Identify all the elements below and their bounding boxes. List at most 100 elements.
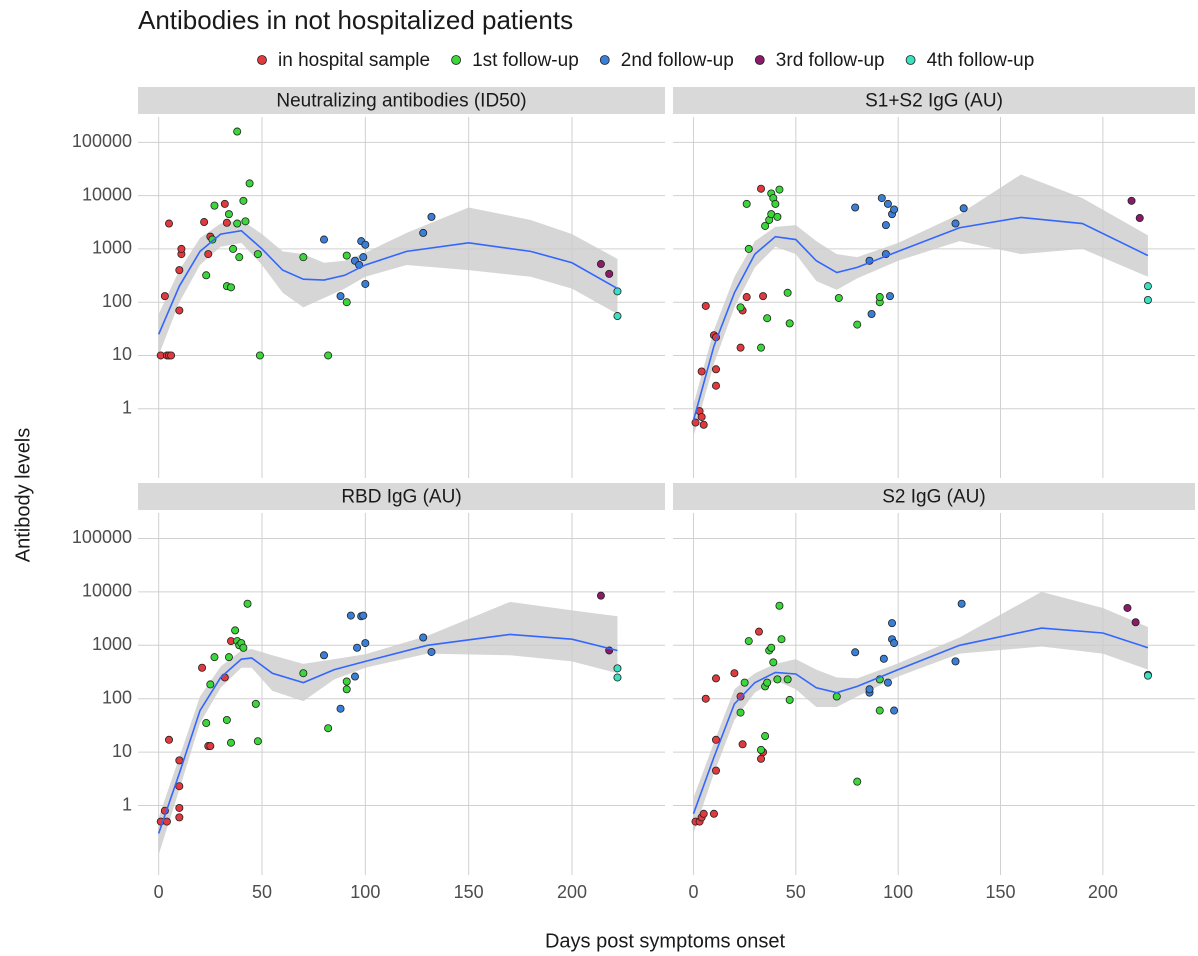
smooth-line	[157, 229, 618, 335]
data-point	[759, 292, 768, 301]
data-point	[226, 283, 235, 292]
data-point	[875, 706, 884, 715]
data-point	[359, 253, 368, 262]
data-point	[164, 219, 173, 228]
data-point	[342, 298, 351, 307]
data-point	[251, 699, 260, 708]
data-point	[202, 271, 211, 280]
data-point	[361, 279, 370, 288]
data-point	[350, 672, 359, 681]
data-point	[175, 756, 184, 765]
data-point	[885, 292, 894, 301]
data-point	[773, 675, 782, 684]
legend-marker	[599, 55, 610, 65]
data-point	[346, 611, 355, 620]
data-point	[1143, 671, 1152, 680]
facet-strip	[673, 483, 1195, 510]
x-tick-label: 150	[986, 882, 1016, 902]
legend-label: 3rd follow-up	[776, 50, 885, 71]
data-point	[224, 653, 233, 662]
data-point	[883, 199, 892, 208]
data-point	[767, 643, 776, 652]
data-point	[851, 203, 860, 212]
legend-marker	[905, 55, 916, 65]
data-point	[757, 754, 766, 763]
data-point	[744, 244, 753, 253]
data-point	[200, 218, 209, 227]
data-point	[167, 351, 176, 360]
data-point	[204, 250, 213, 259]
smooth-line	[692, 627, 1149, 815]
data-point	[1143, 282, 1152, 291]
legend: in hospital sample 1st follow-up 2nd follo…	[257, 50, 1034, 71]
data-point	[853, 320, 862, 329]
data-point	[255, 351, 264, 360]
y-axis-label: Antibody levels	[12, 428, 34, 563]
data-point	[226, 738, 235, 747]
data-point	[175, 266, 184, 275]
y-tick-label: 10000	[82, 184, 132, 204]
data-point	[361, 639, 370, 648]
data-point	[881, 221, 890, 230]
data-point	[697, 367, 706, 376]
data-point	[890, 205, 899, 214]
data-point	[959, 204, 968, 213]
data-point	[867, 310, 876, 319]
data-point	[775, 601, 784, 610]
data-point	[701, 301, 710, 310]
data-point	[851, 648, 860, 657]
data-point	[1131, 618, 1140, 627]
y-tick-label: 100000	[72, 527, 132, 547]
data-point	[691, 418, 700, 427]
data-point	[740, 678, 749, 687]
data-point	[359, 611, 368, 620]
data-point	[235, 253, 244, 262]
y-tick-label: 1000	[92, 238, 132, 258]
y-tick-label: 1000	[92, 634, 132, 654]
y-tick-label: 100	[102, 687, 132, 707]
y-tick-label: 100	[102, 291, 132, 311]
data-point	[763, 678, 772, 687]
data-point	[711, 674, 720, 683]
data-point	[222, 218, 231, 227]
facet-title: S2 IgG (AU)	[882, 487, 985, 508]
x-tick-label: 50	[252, 882, 272, 902]
confidence-band	[158, 601, 618, 855]
data-point	[208, 235, 217, 244]
data-point	[243, 599, 252, 608]
data-point	[742, 293, 751, 302]
data-point	[613, 673, 622, 682]
y-tick-label: 10	[112, 741, 132, 761]
facet-strip	[673, 87, 1195, 114]
data-point	[233, 127, 242, 136]
data-point	[241, 217, 250, 226]
data-point	[761, 732, 770, 741]
data-point	[605, 269, 614, 278]
data-point	[206, 680, 215, 689]
data-point	[361, 240, 370, 249]
data-point	[883, 678, 892, 687]
data-point	[233, 219, 242, 228]
data-point	[596, 591, 605, 600]
data-point	[742, 199, 751, 208]
data-point	[865, 685, 874, 694]
data-point	[319, 235, 328, 244]
x-tick-label: 200	[557, 882, 587, 902]
data-point	[419, 633, 428, 642]
data-point	[730, 669, 739, 678]
data-point	[736, 343, 745, 352]
data-point	[220, 199, 229, 208]
data-point	[206, 742, 215, 751]
confidence-band	[693, 174, 1148, 437]
data-point	[342, 251, 351, 260]
confidence-band	[693, 591, 1148, 834]
data-point	[342, 685, 351, 694]
data-point	[763, 314, 772, 323]
data-point	[613, 312, 622, 321]
data-point	[324, 724, 333, 733]
data-point	[224, 210, 233, 219]
x-axis-label: Days post symptoms onset	[545, 930, 786, 952]
y-tick-label: 100000	[72, 131, 132, 151]
data-point	[890, 706, 899, 715]
data-point	[757, 745, 766, 754]
